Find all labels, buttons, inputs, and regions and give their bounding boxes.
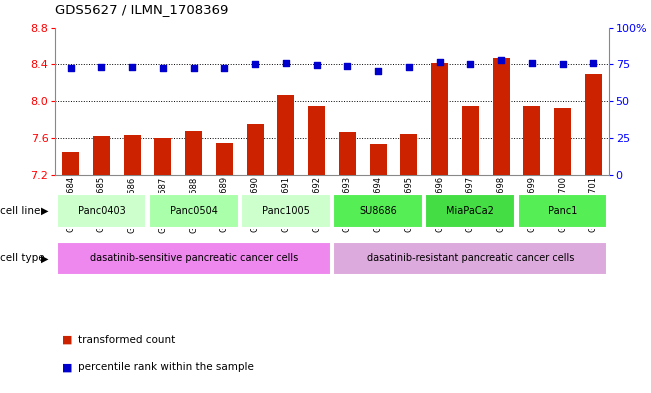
Point bbox=[281, 59, 291, 66]
Point bbox=[496, 57, 506, 63]
Bar bbox=[554, 108, 571, 175]
Point bbox=[158, 65, 168, 71]
Bar bbox=[339, 132, 356, 175]
Point bbox=[588, 59, 598, 66]
Bar bbox=[426, 195, 515, 228]
Bar bbox=[585, 73, 602, 175]
Point bbox=[96, 64, 107, 70]
Text: SU8686: SU8686 bbox=[359, 206, 397, 216]
Bar bbox=[333, 242, 607, 275]
Point bbox=[557, 61, 568, 68]
Text: dasatinib-sensitive pancreatic cancer cells: dasatinib-sensitive pancreatic cancer ce… bbox=[90, 253, 298, 263]
Bar bbox=[518, 195, 607, 228]
Bar bbox=[149, 195, 238, 228]
Bar bbox=[93, 136, 110, 175]
Point bbox=[189, 65, 199, 71]
Bar bbox=[462, 106, 478, 175]
Point bbox=[342, 63, 353, 69]
Point bbox=[527, 59, 537, 66]
Text: ▶: ▶ bbox=[41, 206, 49, 216]
Text: GDS5627 / ILMN_1708369: GDS5627 / ILMN_1708369 bbox=[55, 3, 229, 16]
Text: ■: ■ bbox=[62, 335, 72, 345]
Point bbox=[66, 65, 76, 71]
Point bbox=[434, 59, 445, 65]
Point bbox=[465, 61, 475, 68]
Text: ■: ■ bbox=[62, 362, 72, 373]
Text: MiaPaCa2: MiaPaCa2 bbox=[447, 206, 494, 216]
Text: Panc1: Panc1 bbox=[548, 206, 577, 216]
Bar bbox=[431, 62, 448, 175]
Bar bbox=[370, 145, 387, 175]
Bar bbox=[154, 138, 171, 175]
Bar bbox=[493, 58, 510, 175]
Point bbox=[127, 64, 137, 70]
Text: ▶: ▶ bbox=[41, 253, 49, 263]
Text: dasatinib-resistant pancreatic cancer cells: dasatinib-resistant pancreatic cancer ce… bbox=[367, 253, 574, 263]
Text: Panc0504: Panc0504 bbox=[170, 206, 217, 216]
Bar bbox=[62, 152, 79, 175]
Text: Panc0403: Panc0403 bbox=[77, 206, 126, 216]
Bar bbox=[333, 195, 423, 228]
Point bbox=[219, 65, 230, 71]
Bar bbox=[277, 95, 294, 175]
Bar bbox=[57, 242, 331, 275]
Bar bbox=[523, 106, 540, 175]
Bar bbox=[247, 124, 264, 175]
Bar bbox=[186, 130, 202, 175]
Point bbox=[404, 64, 414, 70]
Text: Panc1005: Panc1005 bbox=[262, 206, 310, 216]
Text: percentile rank within the sample: percentile rank within the sample bbox=[78, 362, 254, 373]
Bar bbox=[57, 195, 146, 228]
Text: cell line: cell line bbox=[0, 206, 40, 216]
Bar bbox=[241, 195, 331, 228]
Bar bbox=[308, 106, 325, 175]
Text: transformed count: transformed count bbox=[78, 335, 175, 345]
Point bbox=[311, 62, 322, 68]
Bar bbox=[216, 143, 233, 175]
Bar bbox=[400, 134, 417, 175]
Point bbox=[373, 68, 383, 74]
Text: cell type: cell type bbox=[0, 253, 45, 263]
Bar bbox=[124, 135, 141, 175]
Point bbox=[250, 61, 260, 68]
